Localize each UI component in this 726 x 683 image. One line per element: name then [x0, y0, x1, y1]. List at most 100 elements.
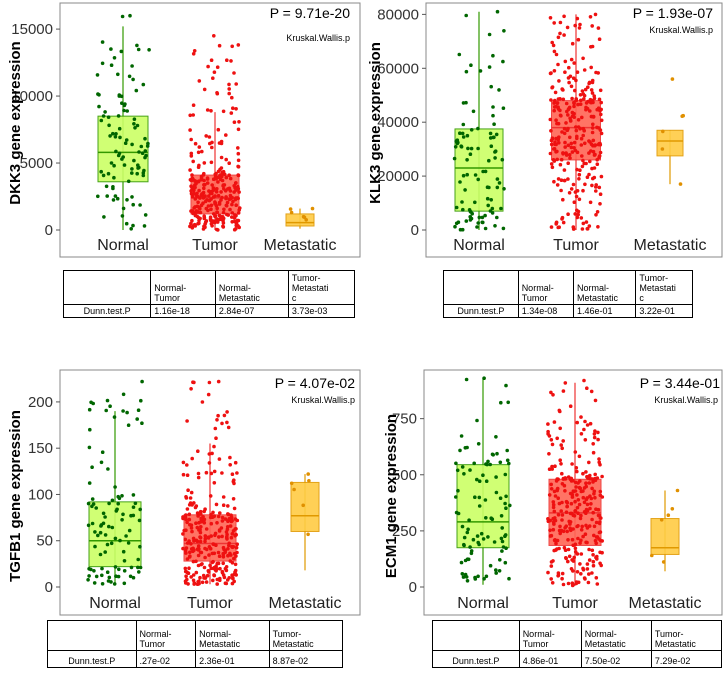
data-point-normal — [92, 569, 96, 573]
data-point-tumor — [199, 516, 203, 521]
data-point-tumor — [573, 510, 578, 514]
data-point-normal — [503, 472, 508, 477]
data-point-normal — [121, 549, 126, 554]
data-point-normal — [136, 557, 140, 562]
data-point-tumor — [578, 562, 582, 566]
data-point-tumor — [580, 115, 584, 120]
data-point-tumor — [231, 497, 236, 501]
data-point-tumor — [562, 168, 567, 172]
data-point-tumor — [196, 205, 201, 209]
data-point-tumor — [188, 496, 193, 500]
data-point-tumor — [587, 172, 591, 177]
data-point-tumor — [597, 460, 601, 465]
plot-frame — [425, 2, 723, 258]
data-point-tumor — [589, 477, 594, 481]
data-point-normal — [115, 196, 120, 201]
data-point-tumor — [583, 438, 588, 442]
box-metastatic — [285, 213, 315, 227]
data-point-tumor — [205, 176, 210, 180]
data-point-tumor — [576, 498, 581, 502]
data-point-tumor — [236, 127, 241, 132]
data-point-tumor — [549, 390, 553, 395]
data-point-normal — [111, 198, 116, 202]
data-point-normal — [458, 131, 462, 135]
data-point-tumor — [208, 515, 213, 520]
data-point-tumor — [552, 105, 557, 109]
data-point-normal — [100, 450, 105, 455]
data-point-tumor — [185, 463, 189, 467]
data-point-normal — [130, 142, 134, 147]
data-point-tumor — [215, 418, 219, 422]
data-point-tumor — [196, 194, 200, 199]
data-point-tumor — [200, 400, 205, 404]
data-point-normal — [484, 479, 489, 484]
data-point-tumor — [561, 389, 566, 393]
data-point-tumor — [589, 45, 593, 49]
y-axis-label: TGFB1 gene expression — [7, 410, 24, 582]
data-point-normal — [96, 194, 100, 199]
data-point-normal — [109, 541, 114, 546]
data-point-normal — [121, 512, 125, 517]
data-point-normal — [135, 171, 139, 176]
data-point-tumor — [221, 221, 226, 225]
data-point-normal — [127, 528, 132, 533]
data-point-tumor — [566, 177, 570, 181]
data-point-metastatic — [670, 507, 675, 511]
data-point-tumor — [562, 33, 566, 37]
data-point-tumor — [561, 476, 566, 481]
data-point-tumor — [584, 470, 588, 474]
data-point-tumor — [203, 555, 207, 560]
table-value-cell: 2.36e-01 — [195, 650, 270, 668]
data-point-normal — [126, 541, 131, 545]
data-point-tumor — [228, 463, 232, 467]
data-point-normal — [131, 202, 135, 207]
data-point-tumor — [563, 526, 567, 530]
data-point-tumor — [576, 524, 580, 528]
data-point-tumor — [557, 79, 561, 83]
data-point-tumor — [546, 422, 550, 426]
data-point-tumor — [598, 150, 603, 155]
data-point-tumor — [234, 188, 238, 192]
data-point-normal — [113, 135, 118, 139]
p-value-title: P = 4.07e-02 — [275, 375, 356, 391]
data-point-tumor — [585, 474, 589, 479]
data-point-normal — [138, 507, 142, 512]
data-point-tumor — [587, 572, 591, 576]
data-point-tumor — [552, 548, 556, 553]
data-point-normal — [120, 518, 124, 522]
data-point-tumor — [216, 514, 221, 519]
data-point-normal — [502, 29, 506, 33]
data-point-tumor — [550, 442, 555, 447]
data-point-tumor — [591, 442, 595, 446]
data-point-tumor — [225, 420, 229, 425]
data-point-normal — [106, 171, 111, 176]
data-point-tumor — [566, 538, 570, 542]
data-point-normal — [469, 128, 474, 132]
data-point-normal — [483, 498, 488, 502]
data-point-tumor — [232, 478, 236, 483]
data-point-tumor — [207, 452, 212, 456]
data-point-normal — [114, 132, 118, 136]
data-point-tumor — [590, 130, 595, 135]
data-point-tumor — [596, 437, 600, 442]
data-point-normal — [86, 501, 91, 506]
data-point-normal — [142, 224, 147, 228]
data-point-tumor — [589, 88, 594, 92]
data-point-tumor — [577, 26, 582, 30]
data-point-tumor — [596, 513, 601, 518]
data-point-tumor — [579, 136, 584, 141]
data-point-normal — [473, 173, 478, 177]
data-point-tumor — [185, 557, 190, 561]
data-point-tumor — [229, 553, 233, 557]
data-point-normal — [94, 574, 99, 579]
data-point-tumor — [209, 207, 213, 211]
data-point-normal — [504, 383, 508, 388]
data-point-tumor — [576, 536, 580, 541]
data-point-tumor — [570, 110, 575, 115]
data-point-normal — [471, 537, 476, 542]
data-point-tumor — [561, 151, 565, 155]
data-point-tumor — [546, 517, 550, 521]
data-point-tumor — [547, 493, 552, 497]
data-point-tumor — [553, 538, 557, 542]
